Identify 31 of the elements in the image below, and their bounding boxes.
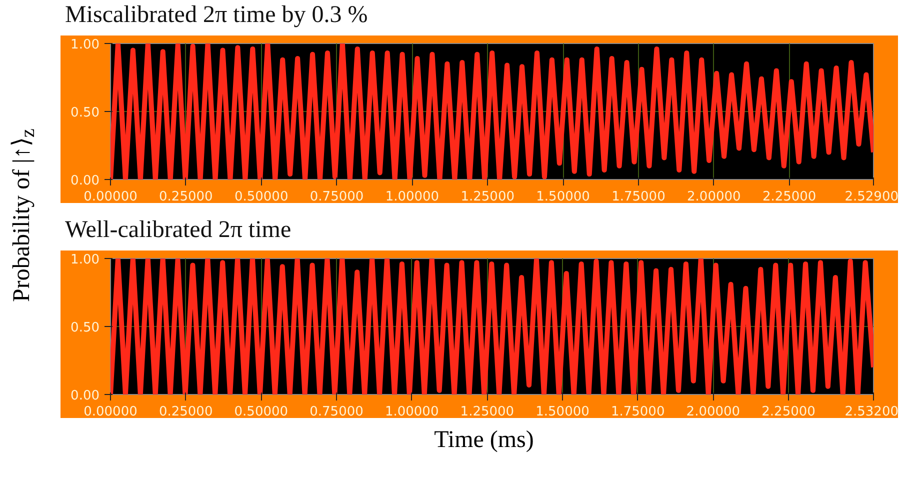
x-tick-label: 0.25000 [159, 190, 213, 204]
x-tick-label: 1.50000 [536, 190, 590, 204]
x-tick-label: 1.75000 [612, 190, 666, 204]
x-tick-label: 2.00000 [687, 190, 741, 204]
x-tick-label: 0.75000 [310, 404, 364, 420]
x-tick-label: 0.50000 [234, 404, 288, 420]
x-tick-label: 2.53200 [844, 404, 899, 420]
y-tick-label: 0.00 [70, 388, 100, 404]
y-tick-label: 0.50 [70, 106, 100, 120]
x-tick-label: 2.25000 [762, 190, 816, 204]
x-tick-label: 2.25000 [762, 404, 816, 420]
y-tick-label: 0.00 [70, 174, 100, 188]
x-tick-label: 1.00000 [385, 190, 440, 204]
x-tick-label: 0.00000 [84, 190, 138, 204]
x-tick-label: 2.00000 [686, 404, 740, 420]
x-axis-title: Time (ms) [434, 426, 534, 455]
x-tick-label: 1.50000 [536, 404, 590, 420]
y-tick-label: 1.00 [70, 38, 100, 52]
chart-title: Miscalibrated 2π time by 0.3 % [65, 1, 368, 30]
y-tick-label: 1.00 [70, 252, 100, 268]
x-tick-label: 1.75000 [610, 404, 665, 420]
chart-title: Well-calibrated 2π time [65, 216, 292, 245]
x-tick-label: 2.52900 [844, 190, 899, 204]
x-tick-label: 1.00000 [384, 404, 439, 420]
y-tick-label: 0.50 [70, 320, 100, 336]
x-tick-label: 1.25000 [460, 190, 515, 204]
x-tick-label: 0.00000 [84, 404, 138, 420]
x-tick-label: 0.25000 [158, 404, 213, 420]
x-tick-label: 1.25000 [460, 404, 514, 420]
x-tick-label: 0.75000 [310, 190, 364, 204]
x-tick-label: 0.50000 [234, 190, 288, 204]
